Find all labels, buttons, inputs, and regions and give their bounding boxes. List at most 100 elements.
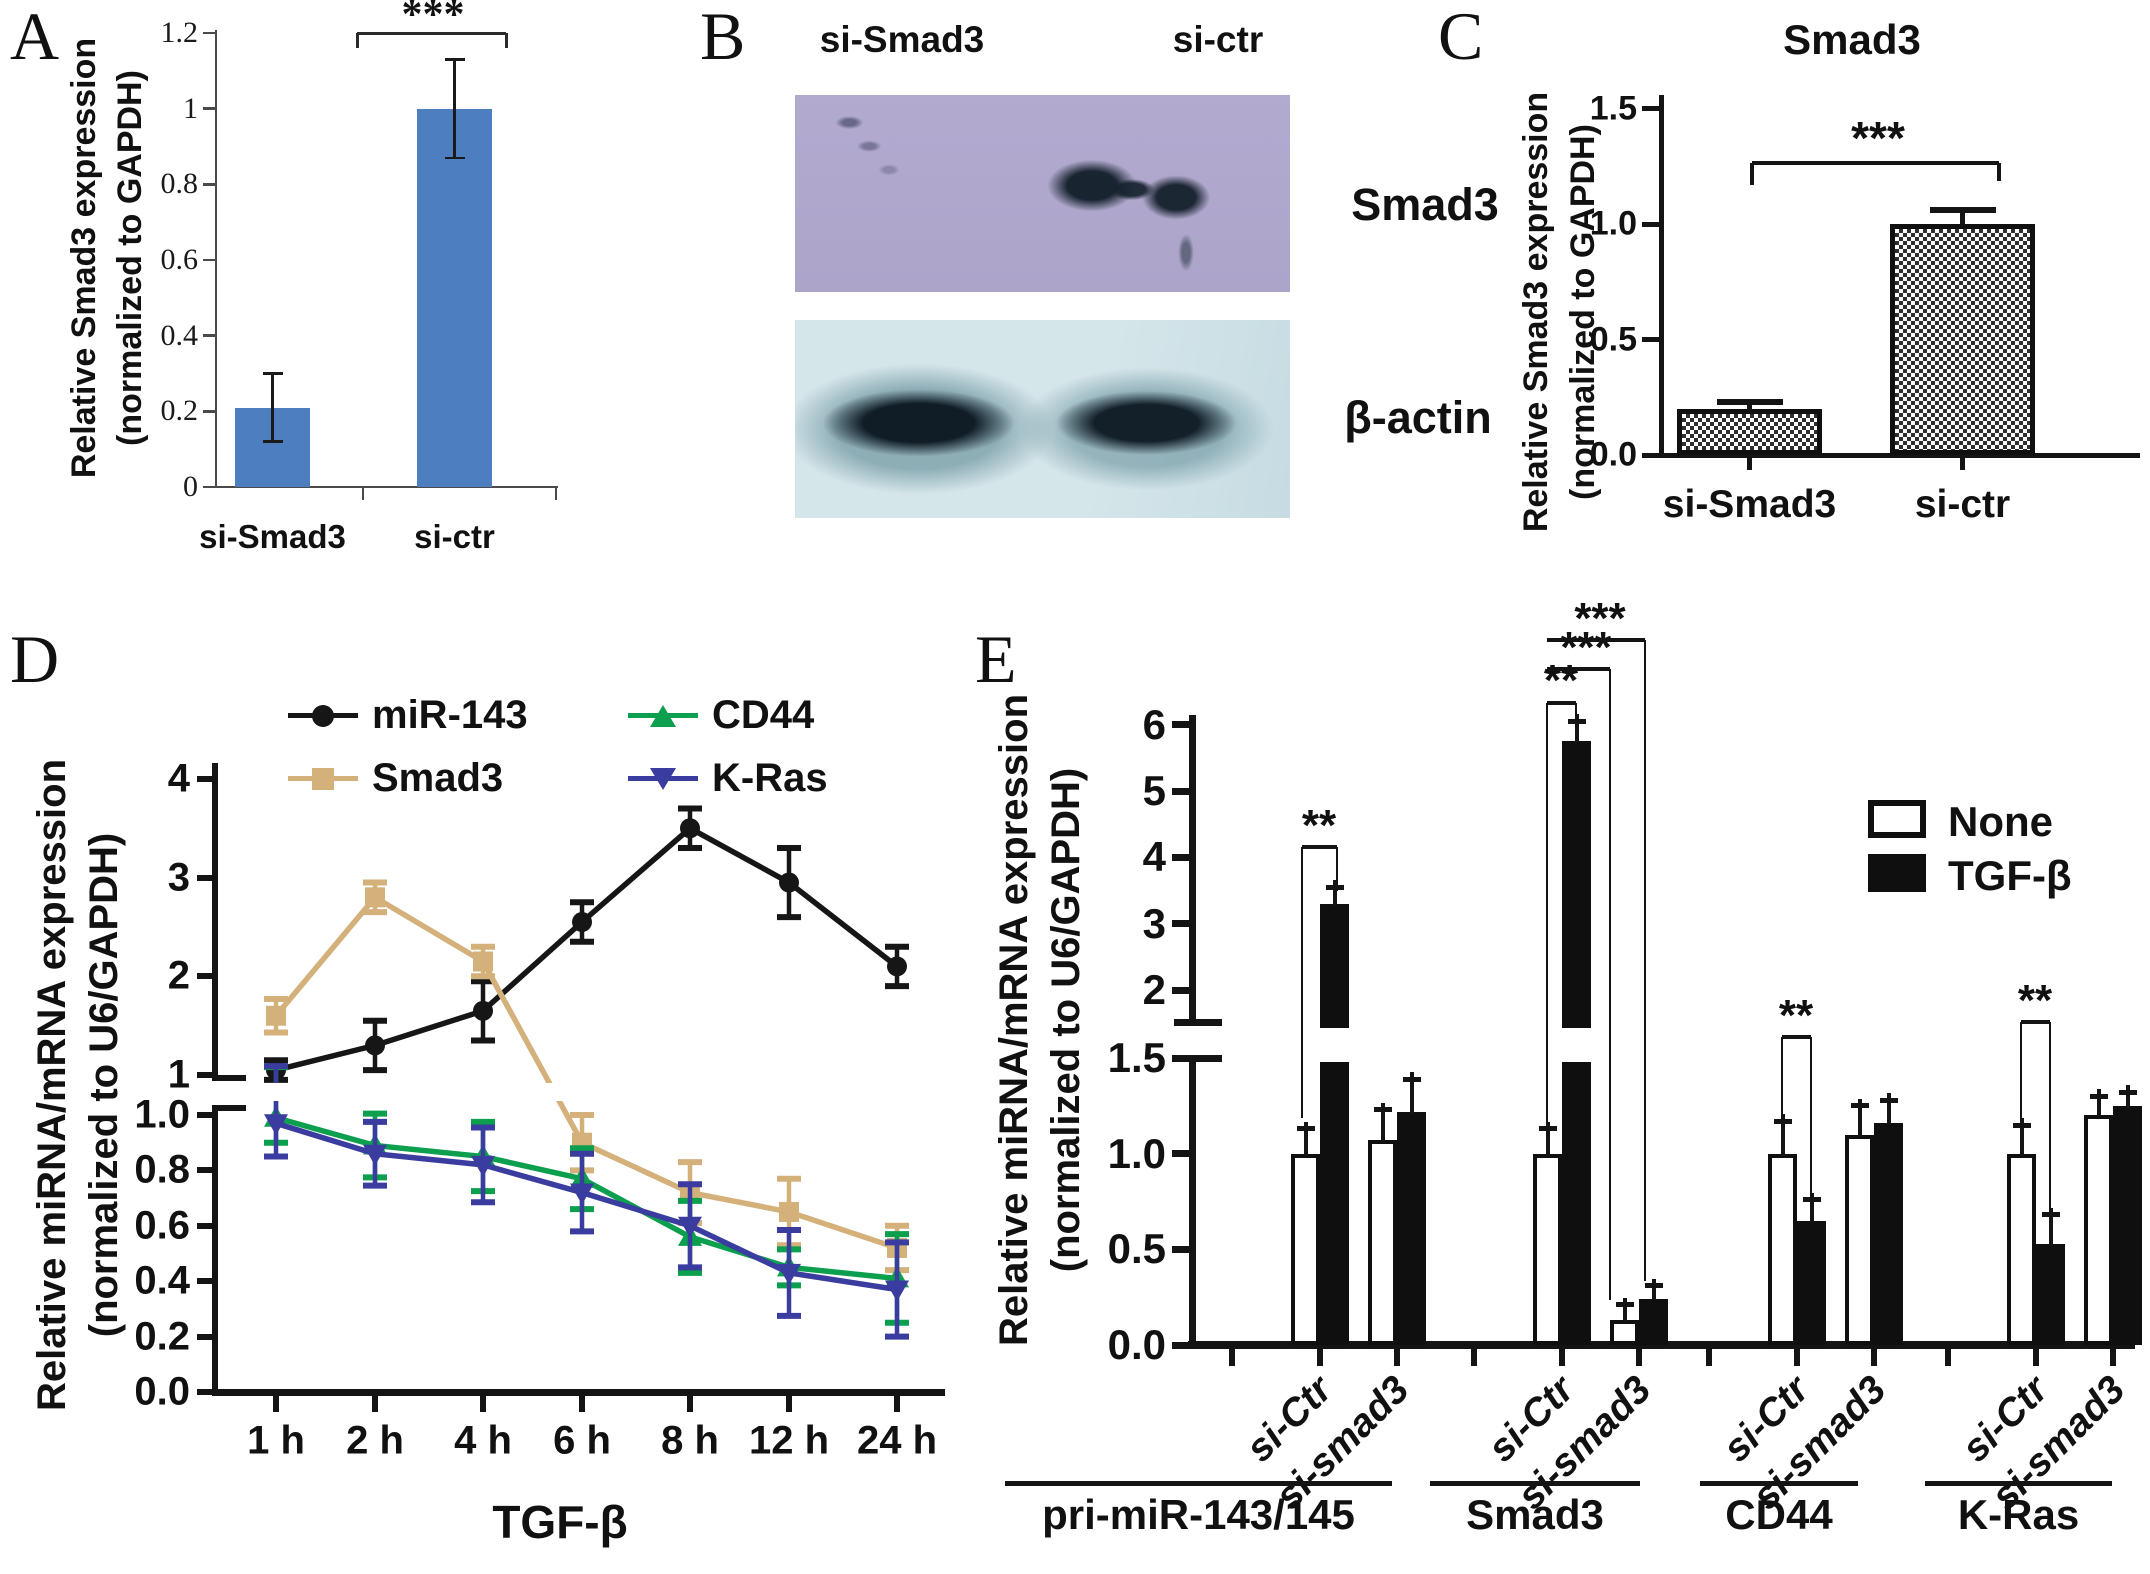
panel-d-upper-yaxis-foot	[215, 1075, 246, 1081]
kras-line-swatch	[628, 767, 698, 790]
panel-e-sig-drop	[1335, 847, 1339, 891]
panel-e-bar	[2007, 1153, 2036, 1345]
panel-d-xtick-label: 4 h	[454, 1418, 512, 1463]
panel-e-sig-bracket	[1547, 638, 1645, 642]
panel-d-lower-ytick-label: 0.2	[134, 1314, 190, 1359]
cd44-triangle-up-icon	[650, 704, 676, 727]
panel-e-sig-drop	[1780, 1037, 1784, 1117]
panel-c-ytick-label: 0.0	[1589, 435, 1637, 474]
panel-a-ytick-label: 1.2	[160, 16, 199, 50]
panel-e-lower-yaxis	[1188, 1058, 1196, 1345]
panel-e-bar	[2113, 1105, 2142, 1345]
panel-e-sig-drop	[1545, 703, 1549, 1124]
panel-e-upper-ytick	[1172, 920, 1192, 928]
panel-a-errorbar	[453, 59, 456, 158]
kras-triangle-down-icon	[650, 767, 676, 790]
panel-c-bar-si-ctr	[1890, 224, 2035, 455]
panel-e-sig-bracket	[1302, 845, 1337, 849]
panel-d-xtick-label: 6 h	[553, 1418, 611, 1463]
panel-a-bar-si-ctr	[417, 108, 492, 487]
western-blot-smad3-image	[795, 95, 1290, 292]
panel-e-sig-drop	[2019, 1022, 2023, 1121]
panel-e-errorcap	[1402, 1076, 1421, 1082]
panel-e-sig-bracket	[1782, 1035, 1811, 1039]
panel-c-errorbar	[1747, 401, 1752, 411]
panel-e-upper-ytick	[1172, 721, 1192, 729]
panel-e-upper-ytick-label: 4	[1142, 833, 1166, 881]
panel-e-errorbar	[1886, 1100, 1891, 1126]
panel-a-ytick-label: 1	[183, 91, 198, 125]
panel-d-xtick	[894, 1392, 900, 1412]
panel-e-bar	[1291, 1153, 1320, 1345]
panel-d-lower-ytick-label: 0.4	[134, 1258, 190, 1303]
mir143-line-swatch	[288, 704, 358, 727]
panel-b-band-label-beta-actin: β-actin	[1344, 392, 1492, 443]
legend-item-kras: K-Ras	[628, 756, 828, 801]
panel-e-lower-ytick-label: 1.5	[1107, 1034, 1166, 1082]
panel-c-ytick-label: 1.0	[1589, 204, 1637, 243]
legend-label-mir143: miR-143	[372, 693, 528, 737]
panel-e-lower-ytick-label: 0.0	[1107, 1321, 1166, 1368]
panel-a-ytick-label: 0.6	[160, 243, 199, 277]
panel-e-bar	[1610, 1320, 1639, 1345]
panel-e-bar-lower	[1562, 1062, 1591, 1345]
panel-e-group-label: K-Ras	[1957, 1491, 2080, 1538]
panel-e-sig-drop	[1643, 640, 1647, 1281]
panel-c-ytick	[1642, 106, 1661, 111]
panel-e-bar	[1368, 1140, 1397, 1345]
panel-d-upper-ytick-label: 3	[167, 855, 190, 900]
panel-a-ytick	[203, 334, 216, 337]
panel-d-upper-ytick-label: 1	[167, 1052, 190, 1097]
panel-d-xaxis-title: TGF-β	[492, 1496, 628, 1548]
panel-e-sig-label: ***	[1560, 623, 1612, 672]
panel-d-lower-ytick	[197, 1167, 215, 1174]
panel-e-lower-ytick-label: 0.5	[1107, 1225, 1166, 1273]
panel-e-errorcap-nub	[1380, 1102, 1385, 1110]
panel-e-bar	[1639, 1299, 1668, 1345]
panel-d-xaxis	[212, 1388, 945, 1396]
panel-e-sig-bracket	[1547, 667, 1610, 671]
panel-d-letter: D	[10, 621, 60, 697]
panel-a-ytick	[203, 410, 216, 413]
panel-e-errorbar	[1857, 1105, 1862, 1137]
panel-c-ytick	[1642, 337, 1661, 342]
panel-e-bar	[1533, 1153, 1562, 1345]
panel-e-lower-ytick	[1172, 1245, 1192, 1253]
panel-e-xtick	[1636, 1349, 1642, 1366]
panel-e-errorcap-nub	[1780, 1114, 1785, 1122]
panel-e-sig-drop	[1300, 847, 1304, 1118]
panel-d-upper-ytick	[197, 1072, 215, 1078]
panel-a-ytick-label: 0.2	[160, 394, 199, 428]
panel-e-bar	[2084, 1115, 2113, 1345]
panel-e-bar-upper	[1562, 741, 1591, 1028]
panel-e-bar	[1845, 1134, 1874, 1345]
panel-a-ytick	[203, 258, 216, 262]
panel-c-xcat-label: si-ctr	[1914, 483, 2011, 526]
smad3-line-swatch	[288, 767, 358, 790]
panel-c-title: Smad3	[1783, 16, 1921, 63]
panel-e-letter: E	[975, 621, 1017, 697]
panel-e-lower-yaxis-cap	[1192, 1054, 1222, 1062]
panel-d-lower-yaxis-cap	[215, 1105, 246, 1111]
panel-c-letter: C	[1438, 0, 1484, 74]
panel-d-lower-yaxis	[212, 1105, 218, 1392]
panel-e-group-underline	[1430, 1480, 1640, 1486]
legend-label-cd44: CD44	[712, 693, 815, 737]
panel-e-errorbar	[1809, 1199, 1814, 1223]
panel-c-xaxis	[1658, 452, 2140, 458]
panel-a-sig-label: ***	[401, 0, 465, 38]
panel-e-bar	[1768, 1153, 1797, 1345]
panel-e-errorcap	[2089, 1093, 2108, 1099]
panel-e-xtick	[1559, 1349, 1565, 1366]
panel-c-ytick-label: 0.5	[1589, 320, 1637, 358]
panel-a-sig-bracket	[357, 31, 506, 35]
panel-e-bar	[1874, 1123, 1903, 1345]
panel-d-xtick	[687, 1392, 693, 1412]
panel-e-upper-yaxis-foot	[1174, 1018, 1222, 1026]
panel-b-letter: B	[700, 0, 746, 74]
panel-e-errorcap	[2012, 1122, 2031, 1128]
panel-e-errorcap	[1615, 1302, 1634, 1308]
panel-e-xaxis	[1188, 1341, 2135, 1349]
panel-e-group-underline	[1925, 1480, 2112, 1486]
